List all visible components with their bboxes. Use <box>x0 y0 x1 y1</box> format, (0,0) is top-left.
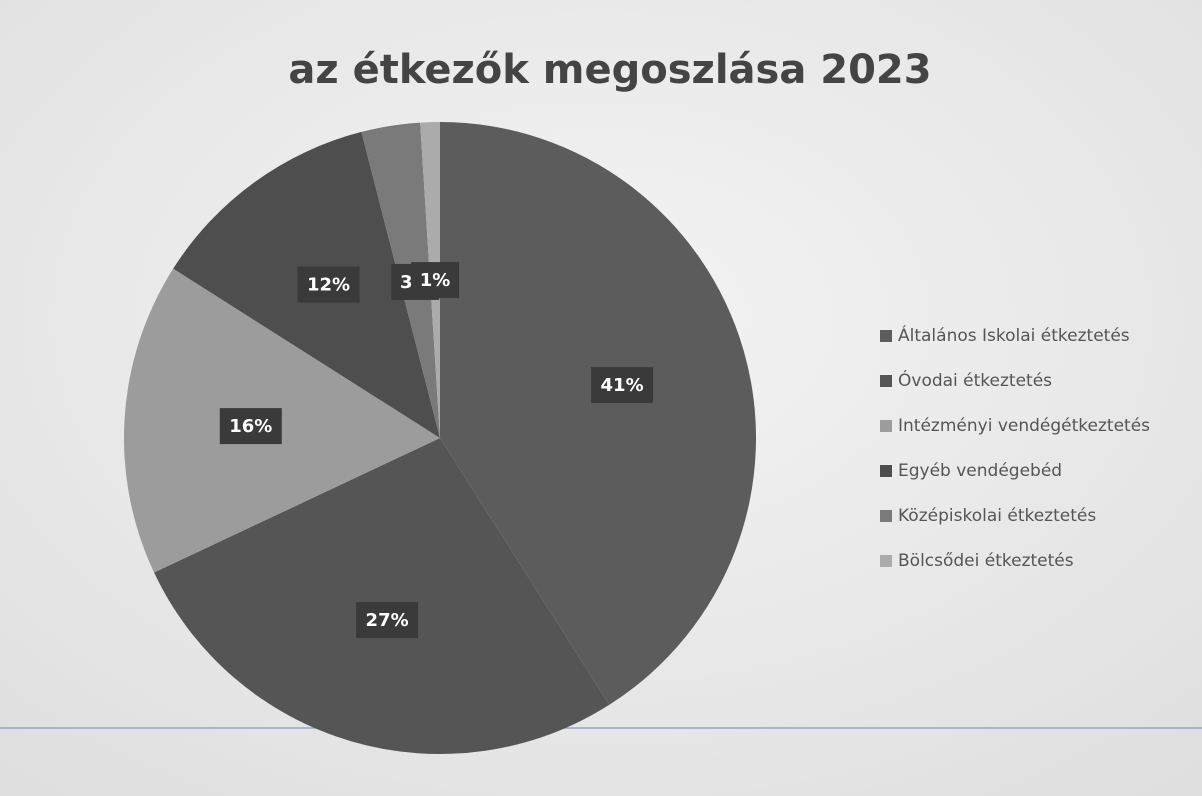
legend-swatch <box>880 465 892 477</box>
data-label-box <box>297 266 360 303</box>
legend-label: Egyéb vendégebéd <box>898 461 1062 481</box>
pie-slice <box>124 268 440 573</box>
data-label: 27% <box>366 610 409 631</box>
data-label-box <box>591 367 654 404</box>
data-label: 1% <box>420 270 451 291</box>
legend-swatch <box>880 420 892 432</box>
legend-label: Óvodai étkeztetés <box>898 369 1052 391</box>
legend-label: Intézményi vendégétkeztetés <box>898 416 1150 436</box>
legend-label: Középiskolai étkeztetés <box>898 506 1096 526</box>
data-label-box <box>219 408 282 445</box>
data-label-box <box>356 602 419 639</box>
legend-swatch <box>880 510 892 522</box>
pie-slice <box>154 438 610 754</box>
legend-label: Bölcsődei étkeztetés <box>898 551 1074 571</box>
chart-title: az étkezők megoszlása 2023 <box>288 47 931 93</box>
legend-swatch <box>880 330 892 342</box>
legend-swatch <box>880 555 892 567</box>
legend-label: Általános Iskolai étkeztetés <box>898 324 1130 346</box>
data-label: 41% <box>601 375 644 396</box>
data-label-box <box>411 262 460 299</box>
data-label: 16% <box>229 416 272 437</box>
legend-swatch <box>880 375 892 387</box>
data-label: 12% <box>307 275 350 296</box>
pie-slice <box>440 122 757 705</box>
